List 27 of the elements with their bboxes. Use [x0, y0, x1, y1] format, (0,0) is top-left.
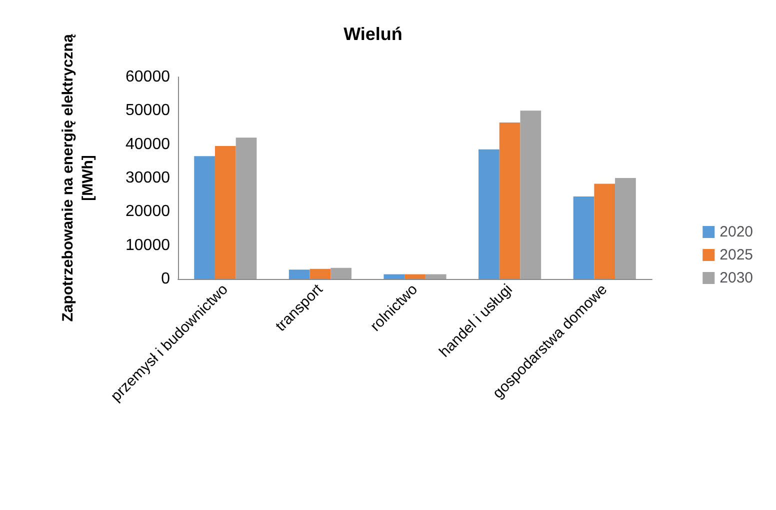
legend-label: 2030	[720, 270, 754, 286]
bar	[478, 149, 500, 279]
y-axis-title: Zapotrzebowanie na energię elektryczną [MWh]	[60, 34, 96, 322]
y-tick-label: 20000	[126, 203, 170, 220]
legend-label: 2025	[720, 246, 754, 264]
y-tick-label: 10000	[126, 236, 170, 254]
bar	[425, 274, 446, 279]
bar	[520, 110, 542, 279]
bar	[330, 268, 352, 279]
y-tick-label: 30000	[126, 170, 170, 186]
bar	[594, 184, 616, 279]
y-tick-label: 0	[161, 270, 170, 288]
bar	[404, 274, 426, 279]
bar	[236, 138, 257, 279]
bar	[214, 146, 236, 279]
y-tick-label: 60000	[126, 68, 170, 86]
legend-label: 2020	[720, 224, 754, 240]
y-tick-label: 50000	[126, 102, 170, 120]
bar	[384, 274, 405, 279]
bar	[288, 270, 310, 279]
bar	[573, 196, 594, 279]
bar	[194, 156, 215, 279]
bar	[499, 122, 520, 279]
y-tick-label: 40000	[126, 136, 170, 153]
chart-title: Wieluń	[344, 24, 402, 44]
bar	[310, 268, 331, 279]
bar	[615, 178, 636, 279]
